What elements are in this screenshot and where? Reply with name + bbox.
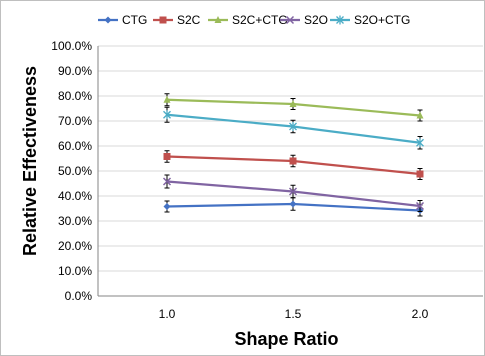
y-tick-label: 100.0% (51, 39, 92, 53)
y-tick-label: 70.0% (58, 114, 92, 128)
legend-marker (159, 16, 167, 24)
y-tick-label: 10.0% (58, 264, 92, 278)
y-tick-label: 30.0% (58, 214, 92, 228)
legend-label: S2O+CTG (354, 13, 410, 27)
legend-label: S2C (177, 13, 201, 27)
x-tick-label: 1.5 (285, 307, 302, 321)
series-s2c (163, 150, 424, 180)
y-tick-label: 90.0% (58, 64, 92, 78)
data-point (416, 138, 424, 148)
legend-item-s2c: S2C (153, 13, 201, 27)
data-point (289, 122, 297, 131)
data-point (416, 170, 424, 178)
data-point (163, 153, 171, 160)
legend-label: CTG (122, 13, 147, 27)
data-point (415, 201, 425, 211)
legend-marker (214, 16, 222, 23)
data-point (288, 187, 298, 196)
x-tick-label: 2.0 (412, 307, 429, 321)
legend-marker (285, 15, 295, 25)
series-s2c-ctg (163, 93, 424, 122)
legend-label: S2C+CTG (232, 13, 288, 27)
y-tick-label: 80.0% (58, 89, 92, 103)
data-point (163, 110, 171, 120)
legend-item-ctg: CTG (98, 13, 147, 27)
series-s2o-ctg (163, 106, 424, 150)
x-tick-label: 1.0 (159, 307, 176, 321)
data-point (163, 95, 171, 103)
y-tick-label: 50.0% (58, 164, 92, 178)
y-axis-title: Relative Effectiveness (20, 66, 40, 256)
series-ctg (163, 197, 424, 217)
data-point (416, 111, 424, 119)
y-tick-label: 0.0% (65, 289, 93, 303)
legend: CTG S2C S2C+CTG S2O S2O+CTG (98, 13, 410, 27)
legend-item-s2c-ctg: S2C+CTG (208, 13, 288, 27)
legend-label: S2O (304, 13, 328, 27)
data-point (289, 157, 297, 165)
x-axis-title: Shape Ratio (234, 329, 338, 349)
axes: 0.0% 10.0% 20.0% 30.0% 40.0% 50.0% 60.0% 70.0% 8… (51, 39, 483, 321)
y-tick-label: 40.0% (58, 189, 92, 203)
data-point (162, 177, 172, 186)
y-tick-label: 20.0% (58, 239, 92, 253)
legend-item-s2o-ctg: S2O+CTG (330, 13, 410, 27)
series-s2o (162, 174, 425, 212)
legend-item-s2o: S2O (280, 13, 328, 27)
data-point (163, 203, 171, 210)
legend-marker (104, 16, 112, 24)
data-point (289, 200, 297, 208)
legend-marker (336, 15, 344, 25)
data-point (289, 100, 297, 107)
y-tick-label: 60.0% (58, 139, 92, 153)
series-lines (162, 93, 425, 217)
